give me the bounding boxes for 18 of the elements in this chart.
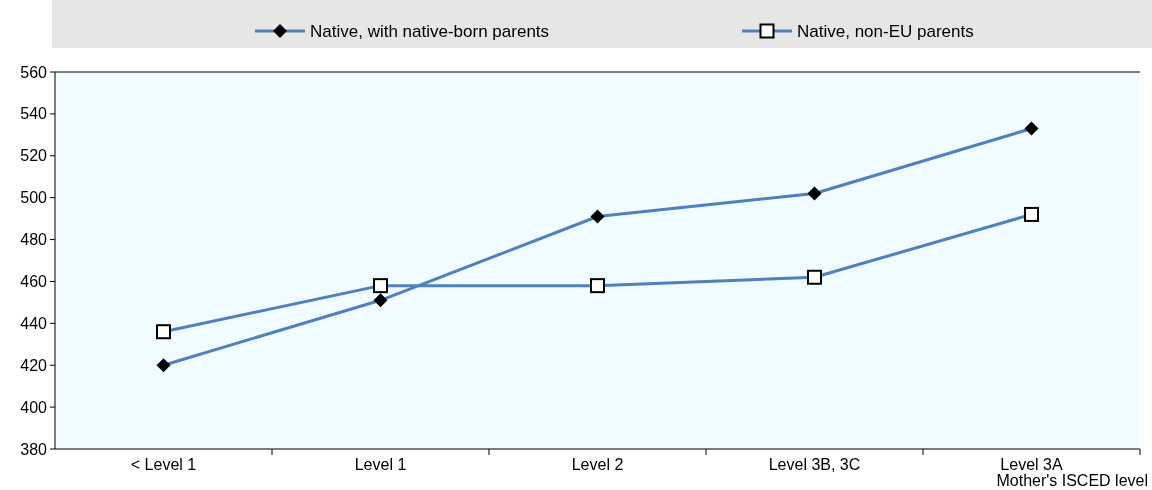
x-tick-label: Level 2 <box>571 456 624 473</box>
y-tick-label: 560 <box>20 63 48 81</box>
legend-label: Native, with native-born parents <box>310 22 550 41</box>
x-tick-label: Level 1 <box>354 456 407 473</box>
x-tick-label: Level 3B, 3C <box>768 456 861 473</box>
y-tick-label: 380 <box>20 440 48 458</box>
y-tick-label: 420 <box>20 356 48 374</box>
x-axis-title: Mother's ISCED level <box>996 472 1148 489</box>
x-tick-label: < Level 1 <box>130 456 197 473</box>
y-tick-label: 480 <box>20 231 48 249</box>
y-tick-label: 540 <box>20 105 48 123</box>
y-tick-label: 500 <box>20 189 48 207</box>
y-tick-label: 400 <box>20 398 48 416</box>
y-tick-label: 440 <box>20 314 48 332</box>
y-tick-label: 520 <box>20 147 48 165</box>
x-tick-label: Level 3A <box>1000 456 1063 473</box>
y-tick-label: 460 <box>20 273 48 291</box>
legend-label: Native, non-EU parents <box>797 22 974 41</box>
